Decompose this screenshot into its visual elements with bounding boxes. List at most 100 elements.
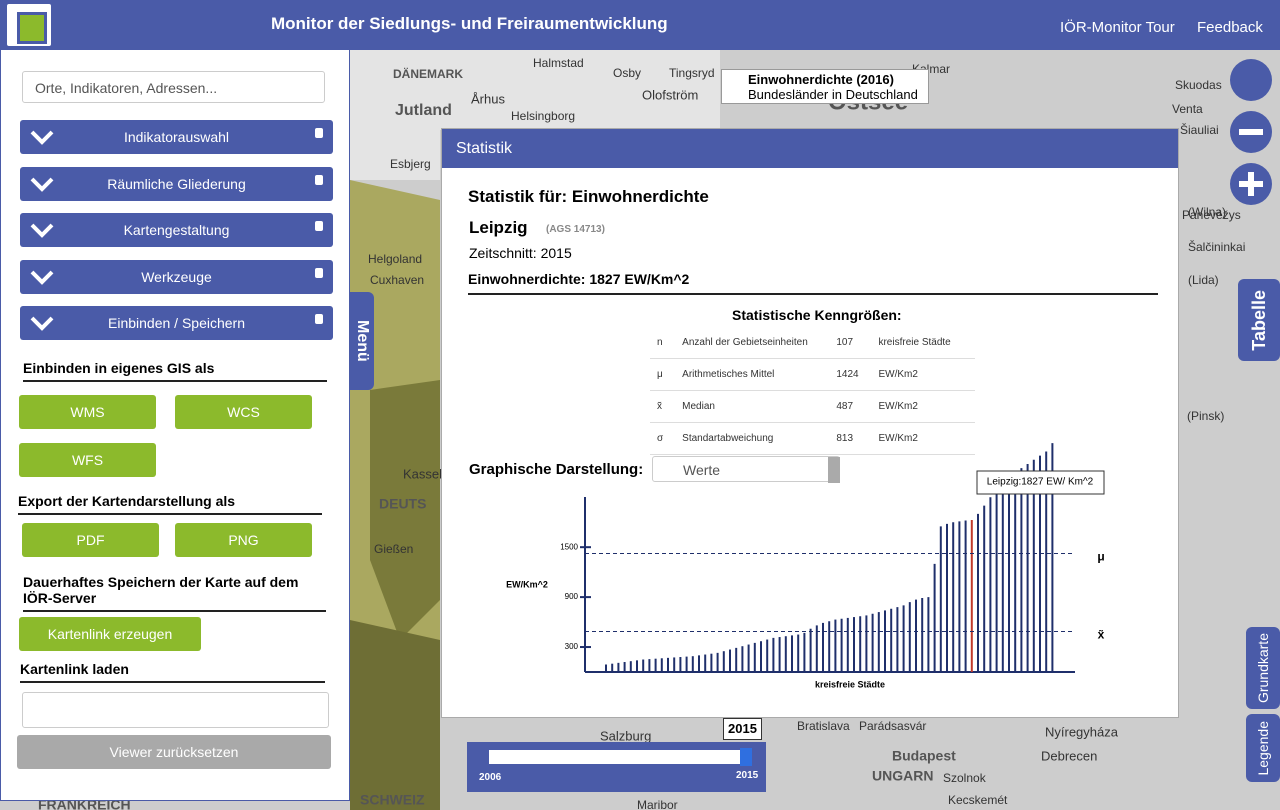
stats-cell: EW/Km2 xyxy=(878,358,975,391)
stats-row: x̃ Median 487 EW/Km2 xyxy=(650,390,975,423)
map-label: Kassel xyxy=(403,466,442,481)
link-input[interactable] xyxy=(22,692,329,728)
pin[interactable] xyxy=(315,174,323,185)
stats-cell: 1424 xyxy=(836,358,879,391)
chevron xyxy=(30,270,54,285)
accordion-label: Einbinden / Speichern xyxy=(108,315,245,331)
period: Zeitschnitt: 2015 xyxy=(469,245,572,261)
accordion-label: Räumliche Gliederung xyxy=(107,175,246,192)
map-label: Halmstad xyxy=(533,56,584,70)
chevron xyxy=(30,316,54,331)
button[interactable]: WMS xyxy=(19,395,156,429)
map-label: Bratislava xyxy=(797,719,850,733)
stats-row: σ Standartabweichung 813 EW/Km2 xyxy=(650,422,975,455)
map-label: Olofström xyxy=(642,87,698,102)
map-label: Gießen xyxy=(374,542,413,556)
dialog-title: Statistik xyxy=(442,129,1178,168)
table-tab[interactable]: Tabelle xyxy=(1238,279,1280,361)
reset-button[interactable]: Viewer zurücksetzen xyxy=(17,735,331,769)
accordion[interactable]: Indikatorauswahl xyxy=(20,120,333,154)
button[interactable]: WFS xyxy=(19,443,156,477)
pin[interactable] xyxy=(315,221,323,231)
map-label: Jutland xyxy=(395,102,452,119)
map-label: DÄNEMARK xyxy=(393,66,463,81)
map-label: Maribor xyxy=(637,798,678,810)
header: Monitor der Siedlungs- und Freiraumentwi… xyxy=(0,0,1280,50)
select-arrow[interactable] xyxy=(828,457,840,483)
map-controls xyxy=(1230,59,1272,205)
map-label: Skuodas xyxy=(1175,78,1222,92)
pin[interactable] xyxy=(315,128,323,138)
slider-track[interactable] xyxy=(489,750,752,764)
legend-subtitle: Bundesländer in Deutschland xyxy=(748,87,918,102)
map-label: Helsingborg xyxy=(511,109,575,123)
slider-bubble: 2015 xyxy=(723,718,762,740)
map-label: Tingsryd xyxy=(669,66,715,80)
tab-label: Grundkarte xyxy=(1255,632,1271,704)
map-label: Panevėžys xyxy=(1182,208,1241,222)
button[interactable]: WCS xyxy=(175,395,312,429)
menu-tab[interactable]: Menü xyxy=(350,292,374,390)
slider-knob[interactable] xyxy=(740,748,752,766)
map-label: Esbjerg xyxy=(390,157,431,171)
logo[interactable] xyxy=(7,4,51,46)
button[interactable]: PNG xyxy=(175,523,312,557)
time-slider: 2006 2015 xyxy=(467,742,766,792)
map-label: Århus xyxy=(471,91,505,106)
heading: Statistik für: Einwohnerdichte xyxy=(468,187,709,206)
tab-label: Tabelle xyxy=(1248,289,1269,351)
sea xyxy=(350,50,720,180)
slider-start: 2006 xyxy=(479,772,502,783)
map-label: (Lida) xyxy=(1188,273,1219,287)
button[interactable]: PDF xyxy=(22,523,159,557)
map-legend: Einwohnerdichte (2016) Bundesländer in De… xyxy=(721,69,929,104)
accordion[interactable]: Kartengestaltung xyxy=(20,213,333,247)
button[interactable]: Kartenlink erzeugen xyxy=(19,617,201,651)
accordion[interactable]: Räumliche Gliederung xyxy=(20,166,333,201)
search[interactable]: Orte, Indikatoren, Adressen... xyxy=(22,71,325,103)
stats-cell: 813 xyxy=(836,422,879,455)
legend-tab[interactable]: Legende xyxy=(1246,714,1280,782)
home-button[interactable] xyxy=(1230,59,1272,101)
pin[interactable] xyxy=(315,267,323,278)
heading: Einbinden in eigenes GIS als xyxy=(23,360,327,382)
accordion[interactable]: Einbinden / Speichern xyxy=(20,306,333,340)
accordion-label: Indikatorauswahl xyxy=(123,129,230,145)
nav-link[interactable]: Feedback xyxy=(1197,19,1263,36)
map-label: Cuxhaven xyxy=(370,273,424,287)
stats-cell: Anzahl der Gebietseinheiten xyxy=(682,327,837,359)
sidebar: Orte, Indikatoren, Adressen... Indikator… xyxy=(0,50,350,801)
map-label: Venta xyxy=(1172,102,1203,116)
select[interactable]: Werte xyxy=(652,456,840,482)
basemap-tab[interactable]: Grundkarte xyxy=(1246,627,1280,709)
map-label: Nyíregyháza xyxy=(1045,724,1119,739)
accordion-label: Kartengestaltung xyxy=(123,222,230,238)
map-label: Szolnok xyxy=(943,771,987,785)
nav-link[interactable]: IÖR-Monitor Tour xyxy=(1060,19,1175,36)
stats-row: n Anzahl der Gebietseinheiten 107 kreisfrei… xyxy=(650,327,975,359)
map-label: Debrecen xyxy=(1041,748,1097,763)
stats-cell: μ xyxy=(650,358,683,391)
stats-cell: n xyxy=(650,327,683,359)
stats-cell: EW/Km2 xyxy=(878,390,975,423)
value-line: Einwohnerdichte: 1827 EW/Km^2 xyxy=(468,271,1158,295)
chart-label: Graphische Darstellung: xyxy=(469,461,644,478)
stats-cell: x̃ xyxy=(650,390,683,423)
chevron xyxy=(30,130,54,145)
tab-label: Legende xyxy=(1255,720,1271,776)
accordion[interactable]: Werkzeuge xyxy=(20,259,333,294)
stats-cell: σ xyxy=(650,422,683,455)
map-label: (Wilna) xyxy=(1188,205,1226,219)
title: Monitor der Siedlungs- und Freiraumentwi… xyxy=(271,14,668,33)
tab-label: Menü xyxy=(354,320,371,362)
pin[interactable] xyxy=(315,314,323,324)
map-label: Helgoland xyxy=(368,252,422,266)
stats-cell: 107 xyxy=(836,327,879,359)
heading: Export der Kartendarstellung als xyxy=(18,493,322,515)
stats-cell: Median xyxy=(682,390,837,423)
map-label: Šalčininkai xyxy=(1188,239,1245,254)
stats-row: μ Arithmetisches Mittel 1424 EW/Km2 xyxy=(650,358,975,391)
slider-end: 2015 xyxy=(736,770,759,781)
map-label: Salzburg xyxy=(600,728,651,743)
